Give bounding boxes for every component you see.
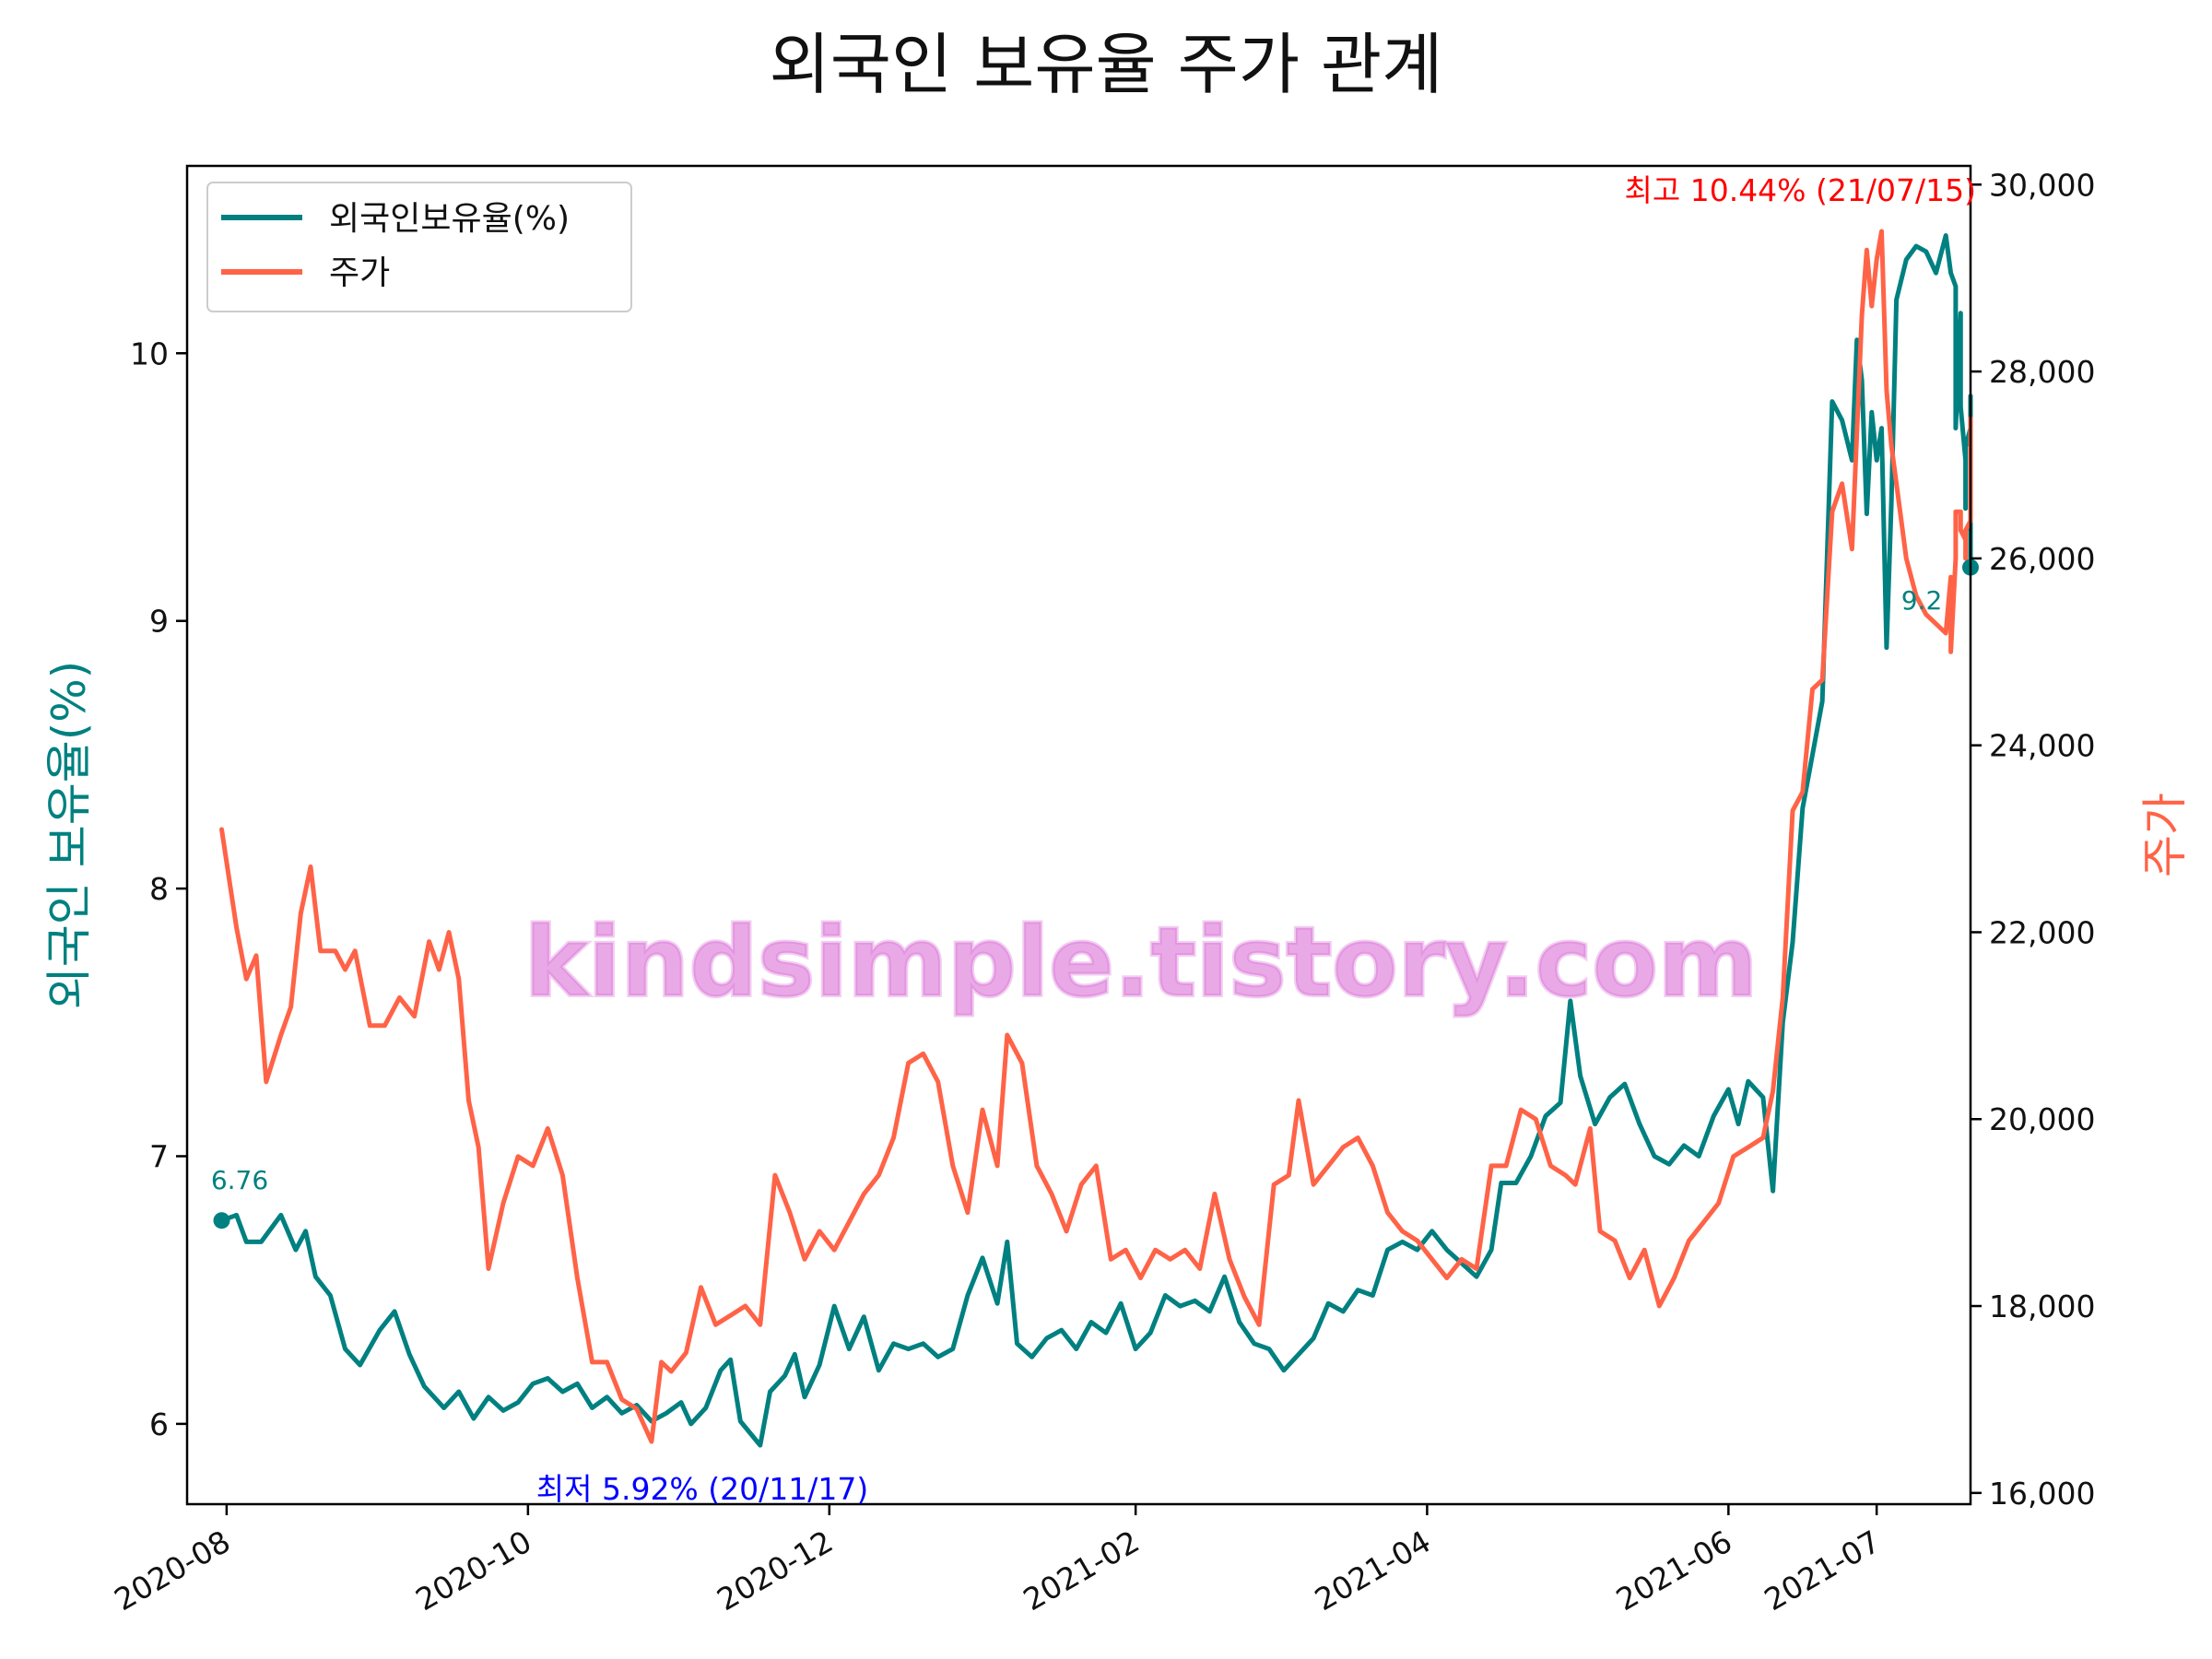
legend: 외국인보유율(%) 주가	[206, 182, 632, 312]
axes-frame	[185, 164, 1972, 1506]
y-right-tick-label: 30,000	[1989, 167, 2095, 203]
start-value-label: 6.76	[211, 1165, 268, 1195]
plot-marks	[213, 229, 1979, 1448]
y-left-tick-label: 7	[149, 1138, 169, 1174]
chart-title: 외국인 보유율 주가 관계	[769, 26, 1442, 103]
y-right-tick-label: 20,000	[1989, 1101, 2095, 1137]
y-right-tick-label: 26,000	[1989, 541, 2095, 577]
annotations: 6.76 9.2 최고 10.44% (21/07/15) 최저 5.92% (…	[211, 172, 1976, 1507]
series-line-stock-price	[219, 229, 1973, 1444]
y-right-tick-label: 24,000	[1989, 728, 2095, 764]
y-axis-left: 6 7 8 9 10	[130, 335, 187, 1442]
y-left-tick-label: 9	[149, 604, 169, 640]
end-value-label: 9.2	[1901, 585, 1943, 616]
start-point-marker	[213, 1212, 230, 1230]
y-left-tick-label: 6	[149, 1406, 169, 1442]
y-left-tick-label: 8	[149, 871, 169, 907]
min-annotation: 최저 5.92% (20/11/17)	[536, 1471, 869, 1507]
max-annotation: 최고 10.44% (21/07/15)	[1625, 172, 1977, 208]
y-left-tick-label: 10	[130, 335, 169, 371]
legend-label-foreign-ratio: 외국인보유율(%)	[329, 200, 570, 238]
y-right-tick-label: 18,000	[1989, 1288, 2095, 1324]
y-right-tick-label: 22,000	[1989, 914, 2095, 950]
y-axis-right-label: 주가	[2138, 793, 2192, 877]
y-right-tick-label: 28,000	[1989, 354, 2095, 390]
legend-label-stock-price: 주가	[329, 254, 390, 292]
series-line-foreign-ratio	[219, 233, 1973, 1448]
y-right-tick-label: 16,000	[1989, 1476, 2095, 1512]
watermark-text: kindsimple.tistory.com	[524, 906, 1758, 1018]
legend-box	[206, 182, 632, 312]
y-axis-right: 16,000 18,000 20,000 22,000 24,000 26,000 28,0…	[1971, 167, 2095, 1512]
y-axis-left-label: 외국인 보유율(%)	[42, 661, 96, 1009]
